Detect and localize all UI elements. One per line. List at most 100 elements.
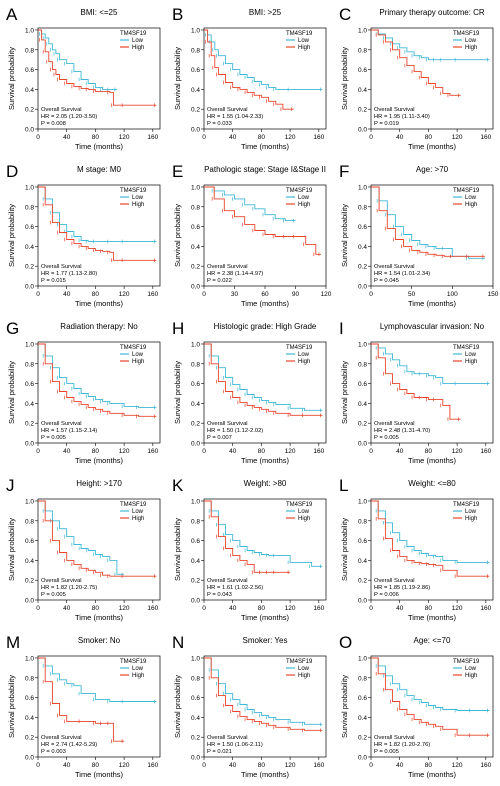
y-tick-label: 0.4 <box>358 715 367 722</box>
panel-title: Weight: >80 <box>244 479 287 488</box>
hazard-ratio: HR = 1.95 (1.11-3.40) <box>374 114 430 120</box>
overall-survival-label: Overall Survival <box>41 578 82 584</box>
x-tick-label: 160 <box>480 762 491 769</box>
x-tick-label: 40 <box>229 605 237 612</box>
panel-d: D M stage: M0 0.0 0.2 0.4 0.6 0.8 1.0 0 40 80 120 16… <box>6 162 161 308</box>
p-value: P = 0.005 <box>374 435 399 441</box>
legend-title: TM4SF19 <box>120 31 147 37</box>
y-tick-label: 0.6 <box>358 67 367 74</box>
p-value: P = 0.005 <box>41 435 66 441</box>
x-tick-label: 40 <box>229 762 237 769</box>
curve-low <box>38 500 125 575</box>
y-tick-label: 1.0 <box>25 498 34 505</box>
legend-label-high: High <box>298 202 310 208</box>
x-tick-label: 160 <box>147 291 158 298</box>
panel-letter: I <box>339 319 344 338</box>
y-tick-label: 0.8 <box>191 47 200 54</box>
y-tick-label: 0.4 <box>191 558 200 565</box>
overall-survival-label: Overall Survival <box>207 421 248 427</box>
y-axis-label: Survival probability <box>173 518 182 581</box>
panel-j: J Height: >170 0.0 0.2 0.4 0.6 0.8 1.0 0 40 80 120 1… <box>6 476 161 622</box>
x-tick-label: 0 <box>36 291 40 298</box>
y-tick-label: 0.4 <box>358 244 367 251</box>
x-tick-label: 80 <box>258 448 266 455</box>
plot-frame <box>203 498 327 601</box>
curve-high <box>371 657 490 736</box>
y-tick-label: 0.2 <box>191 421 200 428</box>
panel-letter: L <box>339 476 348 495</box>
legend-label-high: High <box>132 45 144 51</box>
y-axis-label: Survival probability <box>7 518 16 581</box>
x-tick-label: 30 <box>231 291 239 298</box>
legend-title: TM4SF19 <box>453 31 480 37</box>
curve-high <box>204 186 321 255</box>
hazard-ratio: HR = 1.55 (1.04-2.33) <box>207 114 263 120</box>
x-tick-label: 120 <box>452 605 463 612</box>
x-axis-label: Time (months) <box>408 299 457 308</box>
x-tick-label: 80 <box>92 605 100 612</box>
x-tick-label: 0 <box>202 448 206 455</box>
overall-survival-label: Overall Survival <box>41 264 82 270</box>
legend-label-high: High <box>298 45 310 51</box>
x-tick-label: 80 <box>92 762 100 769</box>
x-tick-label: 80 <box>425 762 433 769</box>
y-tick-label: 0.8 <box>358 361 367 368</box>
panel-letter: K <box>172 476 184 495</box>
panel-letter: G <box>6 319 19 338</box>
y-tick-label: 0.0 <box>358 598 367 605</box>
p-value: P = 0.045 <box>374 278 399 284</box>
legend-title: TM4SF19 <box>120 659 147 665</box>
y-tick-label: 1.0 <box>191 27 200 34</box>
curve-high <box>38 29 157 106</box>
panel-title: Pathologic stage: Stage I&Stage II <box>204 165 326 174</box>
overall-survival-label: Overall Survival <box>207 107 248 113</box>
y-tick-label: 1.0 <box>191 341 200 348</box>
y-tick-label: 0.8 <box>25 518 34 525</box>
overall-survival-label: Overall Survival <box>207 264 248 270</box>
y-axis-label: Survival probability <box>173 361 182 424</box>
x-tick-label: 40 <box>229 448 237 455</box>
plot-frame <box>203 655 327 758</box>
legend-label-high: High <box>132 359 144 365</box>
y-axis-label: Survival probability <box>340 518 349 581</box>
x-tick-label: 120 <box>285 605 296 612</box>
x-axis-label: Time (months) <box>75 456 124 465</box>
x-tick-label: 0 <box>369 291 373 298</box>
x-axis-label: Time (months) <box>408 142 457 151</box>
plot-frame <box>370 341 494 444</box>
x-tick-label: 80 <box>258 134 266 141</box>
x-tick-label: 0 <box>202 291 206 298</box>
x-tick-label: 120 <box>119 448 130 455</box>
panel-e: E Pathologic stage: Stage I&Stage II 0.0 0.… <box>172 162 332 308</box>
y-tick-label: 0.0 <box>191 755 200 762</box>
curve-low <box>204 186 296 222</box>
x-tick-label: 160 <box>480 605 491 612</box>
x-tick-label: 80 <box>425 134 433 141</box>
legend-title: TM4SF19 <box>453 188 480 194</box>
x-tick-label: 160 <box>480 448 491 455</box>
legend-title: TM4SF19 <box>120 502 147 508</box>
legend-title: TM4SF19 <box>286 345 313 351</box>
y-tick-label: 0.0 <box>358 284 367 291</box>
x-tick-label: 120 <box>119 291 130 298</box>
x-tick-label: 160 <box>480 134 491 141</box>
y-tick-label: 0.4 <box>358 558 367 565</box>
x-axis-label: Time (months) <box>241 142 290 151</box>
y-tick-label: 1.0 <box>25 184 34 191</box>
y-tick-label: 0.8 <box>25 361 34 368</box>
curve-low <box>371 186 485 259</box>
hazard-ratio: HR = 1.57 (1.15-2.14) <box>41 428 97 434</box>
y-tick-label: 0.6 <box>25 381 34 388</box>
panel-title: Height: >170 <box>76 479 122 488</box>
x-axis-label: Time (months) <box>241 770 290 779</box>
panel-title: Weight: <=80 <box>408 479 456 488</box>
y-axis-label: Survival probability <box>7 361 16 424</box>
x-tick-label: 120 <box>119 605 130 612</box>
curve-high <box>204 29 294 110</box>
y-tick-label: 0.8 <box>358 204 367 211</box>
y-tick-label: 0.6 <box>358 381 367 388</box>
overall-survival-label: Overall Survival <box>374 421 415 427</box>
y-tick-label: 0.2 <box>191 578 200 585</box>
panel-title: Age: >70 <box>416 165 449 174</box>
panel-k: K Weight: >80 0.0 0.2 0.4 0.6 0.8 1.0 0 40 80 120 16… <box>172 476 327 622</box>
